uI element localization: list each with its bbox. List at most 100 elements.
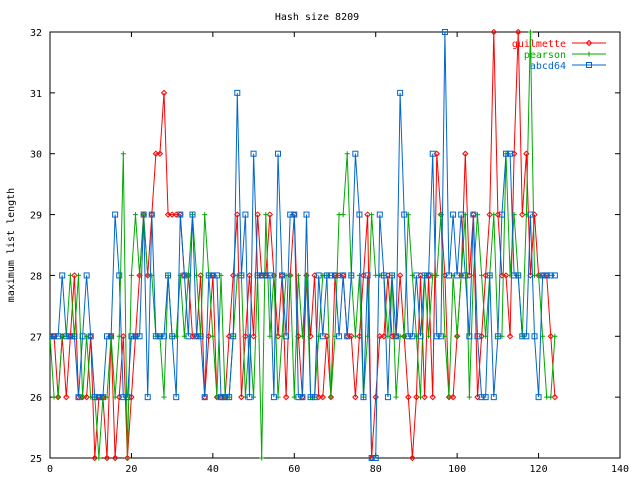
data-point-abcd64 — [478, 394, 485, 401]
data-point-abcd64 — [356, 211, 363, 218]
data-point-abcd64 — [466, 333, 473, 340]
data-point-abcd64 — [144, 394, 151, 401]
data-point-pearson — [67, 272, 73, 278]
data-point-guilmette — [364, 211, 371, 218]
x-tick-label: 80 — [370, 464, 382, 475]
data-point-abcd64 — [389, 272, 395, 279]
data-point-abcd64 — [397, 89, 404, 96]
data-point-abcd64 — [332, 272, 338, 279]
data-point-guilmette — [405, 393, 412, 401]
data-point-abcd64 — [327, 272, 334, 279]
data-point-abcd64 — [63, 333, 70, 340]
data-point-abcd64 — [140, 211, 147, 218]
data-point-abcd64 — [262, 272, 269, 279]
data-point-abcd64 — [197, 333, 204, 340]
data-point-abcd64 — [299, 394, 306, 401]
data-point-abcd64 — [275, 150, 281, 157]
data-point-abcd64 — [535, 394, 542, 401]
y-tick-label: 29 — [30, 211, 42, 222]
data-point-abcd64 — [482, 394, 489, 401]
data-point-abcd64 — [494, 333, 501, 340]
data-point-pearson — [96, 455, 102, 461]
data-point-abcd64 — [230, 333, 237, 340]
data-point-guilmette — [91, 454, 98, 461]
data-point-abcd64 — [543, 272, 550, 279]
data-point-guilmette — [449, 393, 457, 401]
x-tick-label: 20 — [125, 464, 137, 475]
data-point-abcd64 — [519, 333, 526, 340]
data-point-abcd64 — [55, 333, 62, 340]
data-point-guilmette — [409, 454, 416, 461]
data-point-guilmette — [71, 272, 78, 279]
y-tick-label: 31 — [30, 89, 42, 100]
data-point-pearson — [352, 333, 358, 339]
data-point-guilmette — [515, 29, 522, 36]
data-point-abcd64 — [474, 333, 481, 340]
data-point-abcd64 — [503, 150, 509, 157]
data-point-abcd64 — [132, 333, 139, 340]
x-tick-label: 0 — [47, 464, 53, 475]
data-point-guilmette — [168, 211, 176, 218]
data-point-abcd64 — [104, 333, 110, 340]
legend-label-guilmette: guilmette — [512, 39, 566, 50]
data-point-guilmette — [63, 393, 70, 401]
data-point-abcd64 — [295, 394, 302, 401]
data-point-abcd64 — [79, 333, 86, 340]
data-point-abcd64 — [218, 394, 224, 401]
data-point-abcd64 — [417, 333, 424, 340]
data-point-pearson — [491, 212, 497, 218]
chart-title: Hash size 8209 — [275, 12, 359, 23]
series-abcd64 — [50, 29, 558, 461]
data-point-guilmette — [152, 150, 160, 157]
data-point-pearson — [133, 212, 138, 218]
data-point-abcd64 — [458, 211, 465, 218]
data-point-pearson — [55, 394, 61, 400]
data-point-abcd64 — [258, 272, 265, 279]
data-point-abcd64 — [421, 272, 428, 279]
data-point-pearson — [202, 212, 208, 218]
data-point-abcd64 — [116, 272, 123, 279]
data-point-guilmette — [266, 211, 274, 218]
data-point-abcd64 — [87, 333, 94, 340]
x-tick-label: 140 — [611, 464, 629, 475]
data-point-guilmette — [372, 393, 379, 401]
data-point-abcd64 — [201, 394, 208, 401]
data-point-guilmette — [547, 333, 554, 340]
data-point-abcd64 — [454, 272, 461, 279]
data-point-abcd64 — [59, 272, 66, 279]
data-point-abcd64 — [165, 272, 172, 279]
data-point-guilmette — [421, 393, 428, 401]
data-point-abcd64 — [226, 394, 233, 401]
data-point-pearson — [479, 272, 485, 278]
data-point-guilmette — [160, 89, 168, 97]
y-axis-label: maximum list length — [6, 188, 17, 302]
y-tick-label: 30 — [30, 150, 42, 161]
data-point-abcd64 — [156, 333, 163, 340]
data-point-abcd64 — [250, 150, 257, 157]
data-point-pearson — [548, 394, 554, 400]
data-point-pearson — [369, 212, 375, 218]
data-point-abcd64 — [152, 333, 159, 340]
data-point-abcd64 — [437, 333, 444, 340]
data-point-abcd64 — [67, 333, 74, 340]
data-point-abcd64 — [177, 211, 184, 218]
data-point-pearson — [210, 333, 216, 339]
data-point-abcd64 — [136, 333, 143, 340]
data-point-abcd64 — [112, 211, 119, 218]
data-point-pearson — [418, 394, 423, 400]
data-point-abcd64 — [384, 394, 391, 401]
y-tick-label: 32 — [30, 28, 42, 39]
data-point-abcd64 — [185, 333, 192, 340]
data-point-pearson — [295, 272, 301, 278]
data-point-guilmette — [103, 454, 111, 461]
data-point-abcd64 — [531, 333, 538, 340]
data-point-pearson — [259, 455, 265, 461]
data-point-abcd64 — [319, 333, 326, 340]
data-point-abcd64 — [311, 394, 318, 401]
data-point-abcd64 — [348, 272, 355, 279]
data-point-abcd64 — [283, 333, 290, 340]
data-point-abcd64 — [433, 333, 440, 340]
data-point-pearson — [161, 394, 167, 400]
data-point-abcd64 — [270, 394, 277, 401]
data-point-abcd64 — [75, 394, 82, 401]
